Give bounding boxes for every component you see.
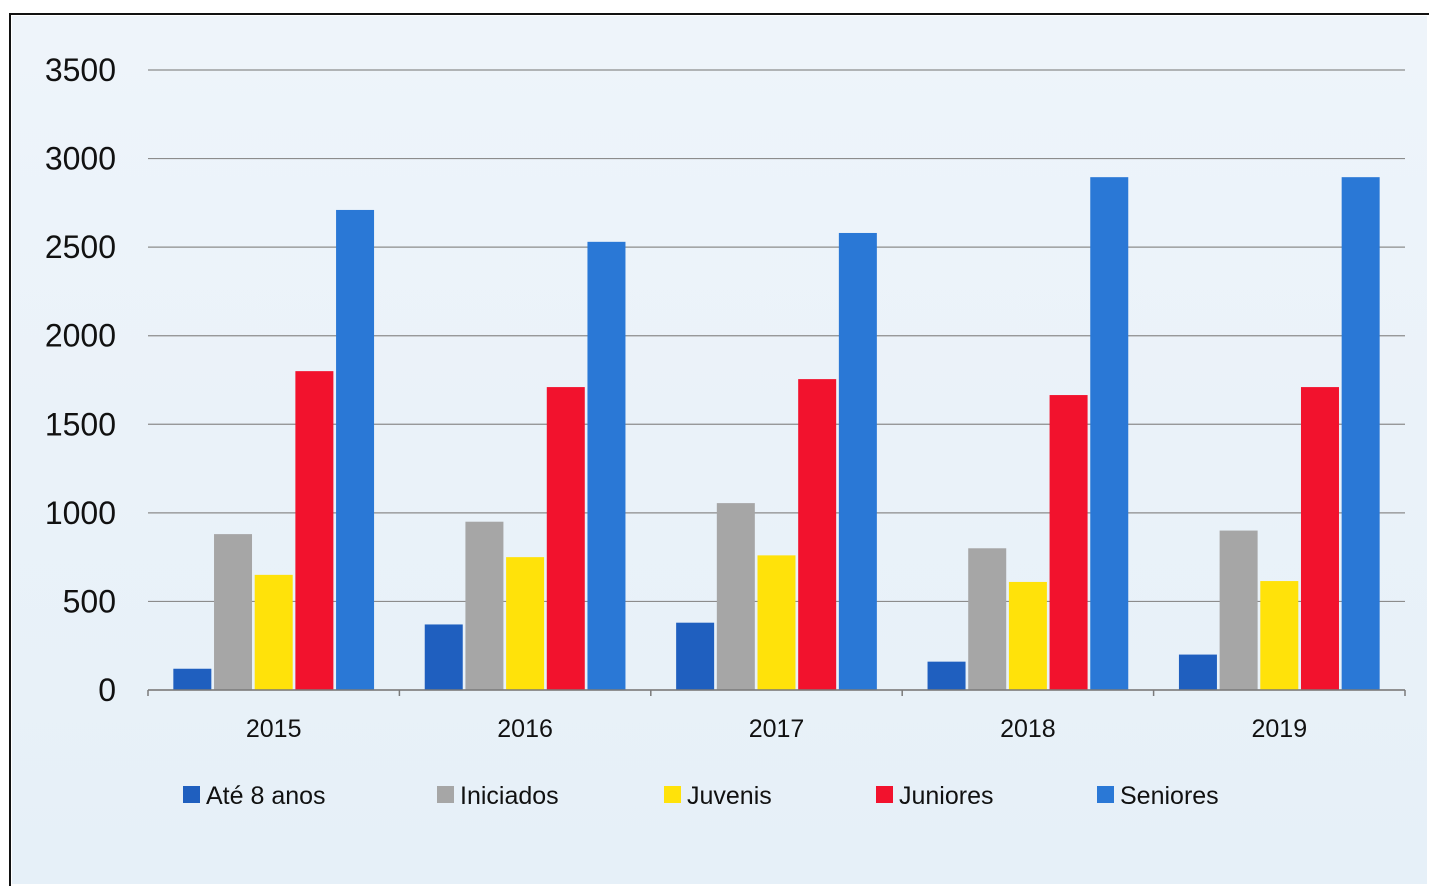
bar-2015-series-2 — [254, 574, 293, 690]
bar-2019-series-1 — [1219, 530, 1258, 690]
bar-2018-series-3 — [1049, 395, 1088, 690]
legend-swatch-2 — [664, 786, 681, 803]
y-tick-label-3000: 3000 — [45, 141, 116, 177]
plot-background — [12, 16, 1427, 884]
bar-2019-series-3 — [1300, 387, 1339, 690]
bar-2016-series-2 — [506, 557, 545, 690]
bar-2015-series-4 — [336, 209, 375, 690]
y-tick-label-2500: 2500 — [45, 229, 116, 265]
bar-2016-series-4 — [587, 241, 626, 691]
y-tick-label-1500: 1500 — [45, 406, 116, 442]
y-axis-ticks: 0 500 1000 1500 2000 2500 3000 3500 — [45, 52, 116, 708]
legend-swatch-0 — [183, 786, 200, 803]
x-axis: 2015 2016 2017 2018 2019 — [147, 689, 1406, 743]
bar-2019-series-0 — [1178, 654, 1217, 690]
bar-2015-series-0 — [173, 668, 212, 690]
x-tick-label-2017: 2017 — [749, 715, 805, 743]
y-tick-label-0: 0 — [98, 672, 116, 708]
legend-label-4: Seniores — [1120, 782, 1219, 810]
bar-2018-series-2 — [1008, 581, 1047, 690]
legend: Até 8 anos Iniciados Juvenis Juniores Senior… — [183, 782, 1219, 810]
bar-2015-series-1 — [214, 534, 253, 690]
bar-2017-series-3 — [798, 379, 837, 690]
bar-2017-series-4 — [838, 232, 877, 690]
bars — [173, 177, 1380, 691]
y-tick-label-3500: 3500 — [45, 52, 116, 88]
legend-label-2: Juvenis — [687, 782, 772, 810]
legend-swatch-4 — [1097, 786, 1114, 803]
bar-2019-series-2 — [1260, 581, 1299, 690]
legend-label-3: Juniores — [899, 782, 994, 810]
legend-label-1: Iniciados — [460, 782, 559, 810]
bar-2018-series-0 — [927, 661, 966, 690]
x-tick-label-2018: 2018 — [1000, 715, 1056, 743]
bar-2016-series-1 — [465, 521, 504, 690]
y-tick-label-1000: 1000 — [45, 495, 116, 531]
bar-2019-series-4 — [1341, 177, 1380, 690]
bar-2018-series-4 — [1090, 177, 1129, 690]
x-tick-label-2015: 2015 — [246, 715, 302, 743]
bar-2017-series-2 — [757, 555, 796, 690]
bar-2016-series-0 — [424, 624, 463, 690]
legend-swatch-3 — [876, 786, 893, 803]
legend-swatch-1 — [437, 786, 454, 803]
bar-2017-series-1 — [716, 503, 755, 690]
bar-2018-series-1 — [968, 548, 1007, 690]
x-tick-label-2019: 2019 — [1251, 715, 1307, 743]
y-tick-label-2000: 2000 — [45, 318, 116, 354]
y-tick-label-500: 500 — [63, 583, 116, 619]
bar-2016-series-3 — [546, 387, 585, 690]
bar-2017-series-0 — [676, 622, 715, 690]
bar-2015-series-3 — [295, 371, 334, 690]
x-tick-label-2016: 2016 — [497, 715, 553, 743]
legend-label-0: Até 8 anos — [206, 782, 326, 810]
